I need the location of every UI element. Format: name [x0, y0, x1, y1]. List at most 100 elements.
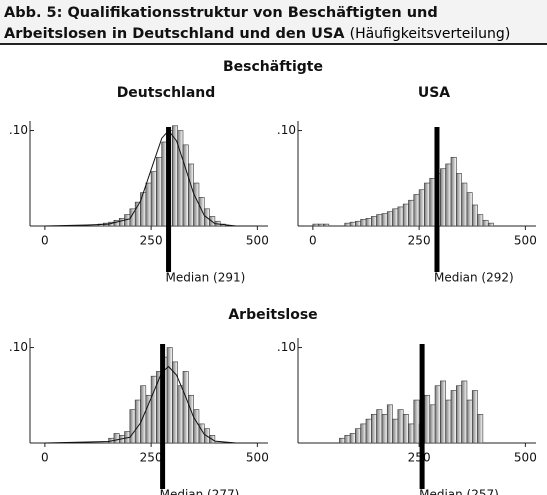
y-tick-label: .10 — [9, 123, 28, 137]
bar — [145, 394, 152, 444]
bar — [312, 223, 319, 227]
x-tick-label: 0 — [41, 234, 49, 248]
bar — [145, 182, 152, 227]
median-line — [166, 127, 172, 272]
bar — [193, 182, 200, 227]
bar — [450, 156, 457, 227]
bar — [371, 414, 377, 444]
x-tick-label: 0 — [41, 451, 49, 465]
y-tick-label: .10 — [277, 123, 296, 137]
chart-title: USA — [418, 85, 450, 101]
bar — [193, 409, 200, 444]
bar — [466, 399, 473, 444]
bar — [182, 371, 189, 444]
bar — [418, 189, 425, 227]
bar — [344, 222, 351, 227]
bar — [471, 390, 478, 444]
median-line — [419, 344, 425, 489]
bar — [371, 216, 377, 227]
bar — [198, 197, 205, 227]
bar — [408, 199, 415, 227]
bar — [466, 192, 473, 227]
bar — [429, 177, 436, 227]
section-title: Beschäftigte — [223, 59, 323, 75]
bar — [182, 144, 189, 227]
x-tick-label: 250 — [408, 234, 431, 248]
bar — [323, 223, 330, 227]
bar — [450, 390, 457, 444]
bar — [477, 414, 484, 444]
bar — [360, 219, 367, 227]
bar — [113, 219, 120, 227]
bar — [402, 203, 409, 227]
x-tick-label: 250 — [140, 451, 163, 465]
x-tick-label: 250 — [140, 234, 163, 248]
bar — [156, 156, 163, 227]
median-label: Median (291) — [166, 271, 246, 285]
bar — [317, 223, 324, 227]
bar — [140, 385, 147, 444]
bar — [440, 168, 446, 227]
figure-subtitle: (Häufigkeitsverteilung) — [349, 26, 511, 42]
bar — [413, 194, 420, 227]
bar — [397, 206, 404, 227]
bar — [392, 208, 399, 227]
x-tick-label: 500 — [246, 234, 269, 248]
x-tick-label: 500 — [514, 234, 537, 248]
median-line — [160, 344, 166, 489]
y-tick-label: .10 — [9, 340, 28, 354]
bar — [429, 404, 436, 444]
bar — [381, 414, 388, 444]
x-tick-label: 500 — [514, 451, 537, 465]
bar — [134, 399, 141, 444]
header: Abb. 5: Qualifikationsstruktur von Besch… — [0, 0, 547, 45]
bar — [440, 380, 446, 444]
bar — [360, 423, 367, 444]
median-label: Median (277) — [160, 488, 240, 495]
bar — [424, 182, 431, 227]
bar — [339, 437, 346, 444]
bar — [355, 428, 361, 444]
bar — [344, 435, 351, 444]
section-title: Arbeitslose — [228, 307, 317, 323]
bar — [461, 182, 468, 227]
bar — [434, 385, 441, 444]
chart-title: Deutschland — [117, 85, 216, 101]
bar — [166, 347, 173, 444]
x-tick-label: 0 — [309, 234, 317, 248]
bar — [376, 214, 383, 227]
bar — [445, 163, 452, 227]
bar — [482, 219, 489, 227]
bar — [424, 394, 431, 444]
bar — [376, 409, 383, 444]
bar — [113, 433, 120, 444]
bar — [177, 130, 184, 227]
bar — [349, 433, 356, 444]
bar — [355, 220, 361, 227]
bar — [349, 221, 356, 227]
bar — [381, 213, 388, 227]
bar — [386, 404, 393, 444]
bar — [188, 163, 194, 227]
fit-curve — [44, 365, 258, 444]
bar — [386, 211, 393, 227]
bar — [188, 394, 194, 444]
bar — [150, 171, 157, 227]
y-tick-label: .10 — [277, 340, 296, 354]
bar — [413, 399, 420, 444]
bar — [397, 409, 404, 444]
figure-title: Abb. 5: Qualifikationsstruktur von Besch… — [4, 5, 438, 42]
median-label: Median (257) — [419, 488, 499, 495]
bar — [456, 173, 462, 227]
bar — [129, 409, 136, 444]
x-tick-label: 500 — [246, 451, 269, 465]
median-line — [434, 127, 440, 272]
bar — [456, 385, 462, 444]
bar — [177, 385, 184, 444]
bar — [365, 418, 372, 444]
bar — [365, 218, 372, 227]
bar — [408, 423, 415, 444]
median-label: Median (292) — [434, 271, 514, 285]
